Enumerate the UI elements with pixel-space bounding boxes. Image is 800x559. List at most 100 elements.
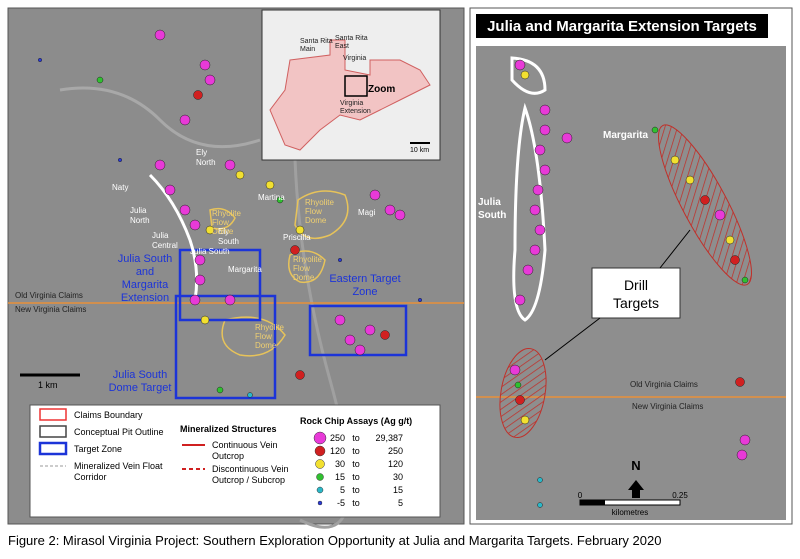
assay-dot: [290, 245, 300, 255]
pit-outline: [512, 102, 547, 322]
legend-swatch: [314, 445, 326, 457]
caption: Figure 2: Mirasol Virginia Project: Sout…: [8, 533, 661, 548]
legend-swatch: [39, 408, 67, 421]
detail-title-box: [476, 14, 768, 38]
assay-dot: [199, 59, 211, 71]
assay-dot: [714, 209, 726, 221]
legend-label: Outcrop: [212, 451, 244, 461]
assay-dot: [537, 477, 543, 483]
legend-swatch: [313, 431, 327, 445]
assay-dot: [216, 386, 224, 394]
assay-dot: [189, 219, 201, 231]
legend-label: to: [352, 485, 360, 495]
map-label: Dome: [293, 273, 315, 282]
legend-label: 29,387: [375, 433, 403, 443]
assay-dot: [380, 330, 390, 340]
legend-heading: Rock Chip Assays (Ag g/t): [300, 416, 412, 426]
map-label: Zone: [352, 286, 377, 298]
map-label: Santa Rita: [300, 38, 333, 45]
map-label: Targets: [613, 295, 659, 311]
assay-dot: [200, 315, 210, 325]
map-label: Julia: [152, 231, 169, 240]
drill-target: [657, 124, 753, 286]
legend-label: to: [352, 433, 360, 443]
assay-dot: [337, 257, 343, 263]
assay-dot: [369, 189, 381, 201]
legend-label: -5: [337, 498, 345, 508]
assay-dot: [117, 157, 123, 163]
assay-dot: [179, 204, 191, 216]
legend-swatch: [316, 473, 324, 481]
map-label: North: [130, 216, 150, 225]
assay-dots: [37, 29, 423, 413]
assay-dot: [334, 314, 346, 326]
legend-swatch: [317, 500, 323, 506]
legend-label: 15: [393, 485, 403, 495]
assay-dot: [164, 184, 176, 196]
assay-dot: [179, 114, 191, 126]
legend-label: Outcrop / Subcrop: [212, 475, 285, 485]
legend-label: Corridor: [74, 472, 107, 482]
map-label: Extension: [340, 108, 371, 115]
map-label: Extension: [121, 292, 169, 304]
assay-dot: [193, 90, 203, 100]
legend-swatch: [316, 486, 324, 494]
assay-dot: [96, 76, 104, 84]
assay-dot: [537, 502, 543, 508]
assay-dot: [520, 415, 530, 425]
assay-dot: [154, 159, 166, 171]
map-label: Virginia: [340, 100, 363, 107]
assay-dot: [344, 334, 356, 346]
legend-label: Conceptual Pit Outline: [74, 427, 164, 437]
map-label: Central: [152, 241, 178, 250]
assay-dot: [514, 294, 526, 306]
map-label: Julia: [130, 206, 147, 215]
legend-label: Target Zone: [74, 444, 122, 454]
assay-dot: [735, 377, 745, 387]
assay-dot: [700, 195, 710, 205]
map-label: Rhyolite: [293, 255, 322, 264]
legend-label: 5: [398, 498, 403, 508]
legend-label: to: [352, 459, 360, 469]
legend-label: Discontinuous Vein: [212, 464, 289, 474]
map-label: North: [196, 158, 216, 167]
assay-dot: [204, 74, 216, 86]
legend-label: to: [352, 498, 360, 508]
assay-dot: [529, 204, 541, 216]
assay-dot: [534, 224, 546, 236]
assay-dot: [189, 294, 201, 306]
map-label: Santa Rita: [335, 35, 368, 42]
assay-dot: [515, 395, 525, 405]
assay-dot: [364, 324, 376, 336]
assay-dot: [539, 164, 551, 176]
map-label: Martina: [258, 193, 285, 202]
assay-dot: [265, 180, 275, 190]
assay-dot: [205, 225, 215, 235]
legend-label: 30: [393, 472, 403, 482]
legend-label: to: [352, 446, 360, 456]
legend-label: 120: [388, 459, 403, 469]
assay-dot: [685, 175, 695, 185]
legend-label: Continuous Vein: [212, 440, 278, 450]
assay-dot: [235, 170, 245, 180]
map-label: 0.25: [672, 491, 688, 500]
legend-label: 15: [335, 472, 345, 482]
map-label: Flow: [293, 264, 310, 273]
assay-dot: [520, 70, 530, 80]
map-label: Virginia: [343, 55, 366, 62]
map-label: Margarita: [603, 130, 648, 141]
assay-dot: [532, 184, 544, 196]
map-label: East: [335, 43, 349, 50]
map-label: New Virginia Claims: [632, 402, 703, 411]
inset-claims: [269, 39, 431, 151]
map-label: Flow: [305, 207, 322, 216]
legend: [29, 404, 441, 518]
assay-dot: [739, 434, 751, 446]
assay-dots: [509, 59, 751, 508]
detail-title: Julia and Margarita Extension Targets: [487, 18, 757, 35]
legend-swatch: [315, 459, 325, 469]
assay-dot: [37, 57, 43, 63]
assay-dot: [670, 155, 680, 165]
assay-dot: [394, 209, 406, 221]
